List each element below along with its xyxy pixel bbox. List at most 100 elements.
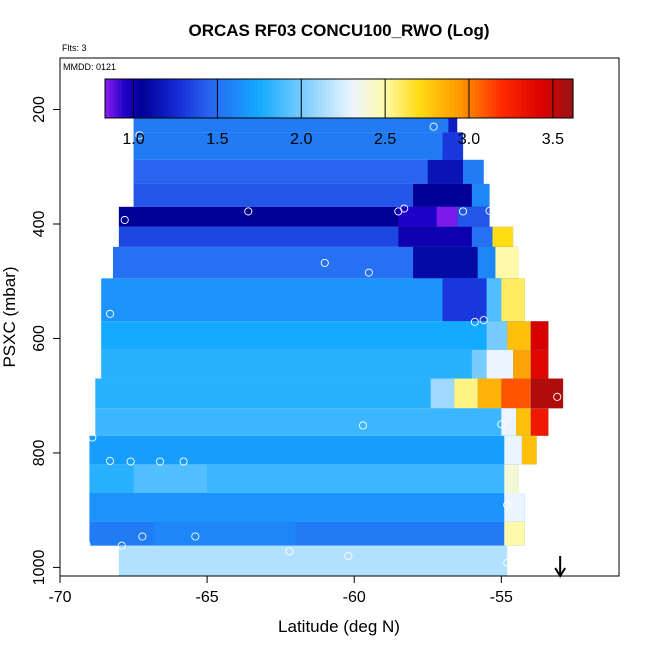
mmdd-label: MMDD: 0121 bbox=[63, 62, 116, 72]
colorbar-swatch bbox=[241, 79, 246, 118]
colorbar-swatch bbox=[364, 79, 370, 118]
colorbar-swatch bbox=[321, 79, 327, 118]
heatmap-cell bbox=[521, 435, 537, 465]
sample-point bbox=[120, 215, 129, 225]
heatmap-row bbox=[101, 321, 549, 350]
colorbar-swatch bbox=[168, 79, 174, 118]
colorbar-swatch bbox=[509, 79, 515, 118]
colorbar-swatch bbox=[207, 79, 212, 118]
colorbar-frame bbox=[104, 78, 574, 119]
heatmap-row bbox=[89, 435, 537, 465]
x-axis: -70 -65 -60 -55 bbox=[48, 576, 513, 606]
flights-label: Flts: 3 bbox=[62, 43, 87, 53]
heatmap-cell bbox=[448, 104, 458, 133]
colorbar-swatch bbox=[113, 79, 119, 118]
colorbar-swatch bbox=[407, 79, 412, 118]
colorbar-swatch bbox=[496, 79, 502, 118]
sample-point bbox=[364, 268, 373, 277]
heatmap-cell bbox=[504, 521, 525, 546]
heatmap-cell bbox=[442, 278, 487, 322]
colorbar-swatch bbox=[173, 79, 178, 118]
colorbar-swatch bbox=[232, 79, 238, 118]
colorbar-tick-label: 1.0 bbox=[122, 131, 144, 148]
colorbar-swatch bbox=[462, 79, 468, 118]
colorbar-swatch bbox=[339, 79, 344, 118]
colorbar-swatch bbox=[181, 79, 187, 118]
colorbar-swatch bbox=[419, 79, 425, 118]
heatmap-cell bbox=[513, 349, 531, 379]
colorbar-swatch bbox=[236, 79, 242, 118]
colorbar-swatch bbox=[215, 79, 221, 118]
x-axis-label: Latitude (deg N) bbox=[278, 617, 400, 636]
heatmap-cell bbox=[398, 206, 437, 227]
colorbar-swatch bbox=[270, 79, 276, 118]
heatmap-cell bbox=[504, 435, 522, 465]
colorbar-swatch bbox=[275, 79, 281, 118]
heatmap-cell bbox=[207, 464, 505, 494]
colorbar-swatch bbox=[360, 79, 366, 118]
sample-point bbox=[479, 316, 488, 325]
sample-point bbox=[155, 457, 165, 466]
colorbar-swatch bbox=[296, 79, 302, 118]
sample-point bbox=[117, 541, 126, 550]
plot-frame bbox=[59, 57, 620, 577]
colorbar-swatch bbox=[385, 79, 391, 118]
sample-point bbox=[105, 309, 115, 318]
y-tick-label: 800 bbox=[31, 439, 48, 466]
heatmap-row bbox=[118, 545, 508, 576]
colorbar-swatch bbox=[219, 79, 225, 118]
x-tick-label: -60 bbox=[343, 589, 366, 606]
sample-point bbox=[320, 258, 329, 267]
colorbar-swatch bbox=[309, 79, 315, 118]
colorbar-swatch bbox=[224, 79, 229, 118]
colorbar-swatch bbox=[436, 79, 442, 118]
heatmap-cell bbox=[504, 493, 525, 522]
heatmap-cell bbox=[486, 278, 502, 322]
colorbar-swatch bbox=[564, 79, 570, 118]
colorbar-swatch bbox=[411, 79, 417, 118]
heatmap-cell bbox=[504, 464, 519, 494]
colorbar-swatch bbox=[164, 79, 170, 118]
heatmap-cell bbox=[454, 378, 478, 409]
colorbar-swatch bbox=[245, 79, 251, 118]
colorbar-swatch bbox=[521, 79, 527, 118]
y-tick-label: 200 bbox=[31, 96, 48, 123]
sample-point bbox=[88, 433, 97, 442]
colorbar-swatch bbox=[441, 79, 446, 118]
heatmap-cell bbox=[501, 278, 525, 322]
heatmap-cell bbox=[133, 464, 208, 494]
sample-point bbox=[191, 532, 200, 541]
y-tick-label: 1000 bbox=[31, 550, 48, 586]
y-axis-label: PSXC (mbar) bbox=[0, 266, 19, 367]
colorbar-swatch bbox=[428, 79, 434, 118]
colorbar-swatch bbox=[160, 79, 166, 118]
chart-title: ORCAS RF03 CONCU100_RWO (Log) bbox=[189, 21, 490, 40]
heatmap-cell bbox=[486, 321, 508, 350]
sample-point bbox=[138, 532, 147, 541]
sample-point bbox=[82, 540, 91, 549]
sample-point bbox=[358, 421, 368, 430]
heatmap-cell bbox=[463, 159, 484, 184]
colorbar-swatch bbox=[356, 79, 361, 118]
colorbar-swatch bbox=[487, 79, 493, 118]
colorbar-swatch bbox=[283, 79, 289, 118]
colorbar-swatch bbox=[504, 79, 510, 118]
colorbar-tick-label: 3.5 bbox=[542, 131, 564, 148]
sample-point bbox=[503, 500, 512, 510]
colorbar-swatch bbox=[402, 79, 408, 118]
colorbar-swatch bbox=[122, 79, 127, 118]
colorbar-swatch bbox=[449, 79, 455, 118]
colorbar-swatch bbox=[475, 79, 480, 118]
heatmap-row bbox=[133, 159, 484, 184]
colorbar-swatch bbox=[202, 79, 208, 118]
colorbar-swatch bbox=[381, 79, 387, 118]
colorbar-swatch bbox=[551, 79, 557, 118]
colorbar-swatch bbox=[287, 79, 293, 118]
colorbar-swatch bbox=[198, 79, 204, 118]
heatmap-cell bbox=[530, 408, 549, 436]
colorbar-swatch bbox=[343, 79, 349, 118]
colorbar-swatch bbox=[530, 79, 536, 118]
colorbar-swatch bbox=[373, 79, 378, 118]
colorbar-swatch bbox=[105, 79, 110, 118]
heatmap-cell bbox=[430, 378, 455, 409]
